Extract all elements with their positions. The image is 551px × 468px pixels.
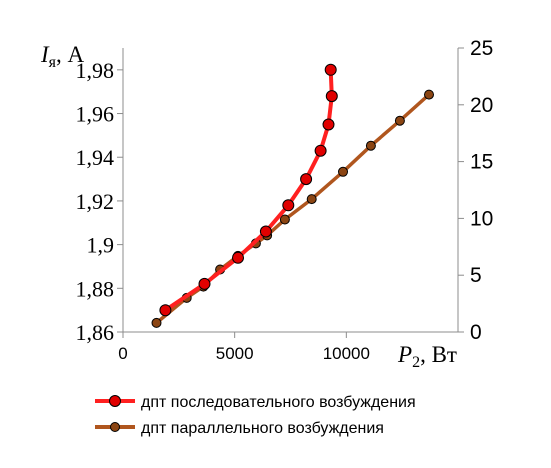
series-1 [159, 63, 338, 317]
series-2-point [338, 166, 348, 177]
y-left-axis-label: Iя, А [40, 42, 85, 71]
y-right-tick-label: 10 [470, 207, 493, 230]
x-axis-sub: 2 [412, 354, 420, 371]
series-2-point [394, 115, 405, 126]
legend-swatch-marker-1 [109, 395, 121, 407]
series-1-point [322, 118, 335, 131]
y-right-tick-label: 15 [470, 151, 493, 174]
chart-series [151, 63, 434, 328]
x-axis-var: P [397, 342, 412, 367]
series-1-point [282, 199, 295, 212]
series-1-point [324, 63, 337, 76]
legend-item-series-1: дпт последовательного возбуждения [95, 394, 416, 411]
y-left-tick-label: 1,98 [76, 58, 115, 83]
legend-swatch-marker-2 [110, 422, 120, 432]
legend-label-2: дпт параллельного возбуждения [141, 420, 384, 437]
chart-tick-labels: 1,86 1,88 1,9 1,92 1,94 1,96 1,98 0 5 10 15 20 25 0 50… [76, 37, 494, 363]
chart-legend: дпт последовательного возбуждения дпт па… [95, 394, 416, 437]
y-left-axis-unit: , А [56, 42, 85, 67]
x-tick-label: 0 [118, 344, 127, 363]
x-tick-label: 5000 [216, 344, 254, 363]
series-1-point [314, 144, 327, 157]
series-2-point [279, 214, 290, 225]
series-2-point [151, 317, 162, 328]
legend-label-1: дпт последовательного возбуждения [141, 394, 416, 411]
series-2-point [306, 194, 317, 205]
x-axis-unit: , Вт [420, 342, 457, 367]
y-left-tick-label: 1,94 [76, 145, 115, 170]
chart-axes [117, 47, 464, 338]
y-right-tick-label: 25 [470, 37, 493, 60]
series-1-line [164, 69, 334, 312]
series-1-point [159, 304, 172, 317]
x-tick-label: 10000 [323, 344, 370, 363]
y-left-tick-label: 1,96 [76, 102, 115, 127]
legend-item-series-2: дпт параллельного возбуждения [95, 420, 384, 437]
x-axis-label: P2, Вт [397, 342, 457, 371]
y-left-tick-label: 1,9 [87, 233, 115, 258]
series-1-point [325, 90, 338, 103]
series-1-point [259, 225, 272, 238]
y-left-axis-sub: я [49, 54, 57, 71]
y-left-tick-label: 1,88 [76, 276, 115, 301]
series-1-point [198, 277, 211, 290]
y-right-tick-label: 20 [470, 94, 493, 117]
series-2-point [365, 140, 376, 151]
y-left-axis-var: I [40, 42, 50, 67]
y-left-tick-label: 1,86 [76, 320, 115, 345]
chart-axis-labels: Iя, А P2, Вт [40, 42, 457, 371]
y-right-tick-label: 5 [470, 264, 482, 287]
series-1-point [232, 251, 244, 264]
series-2-point [424, 89, 434, 100]
y-left-tick-label: 1,92 [76, 189, 115, 214]
y-right-tick-label: 0 [470, 321, 482, 344]
series-1-point [300, 173, 313, 186]
